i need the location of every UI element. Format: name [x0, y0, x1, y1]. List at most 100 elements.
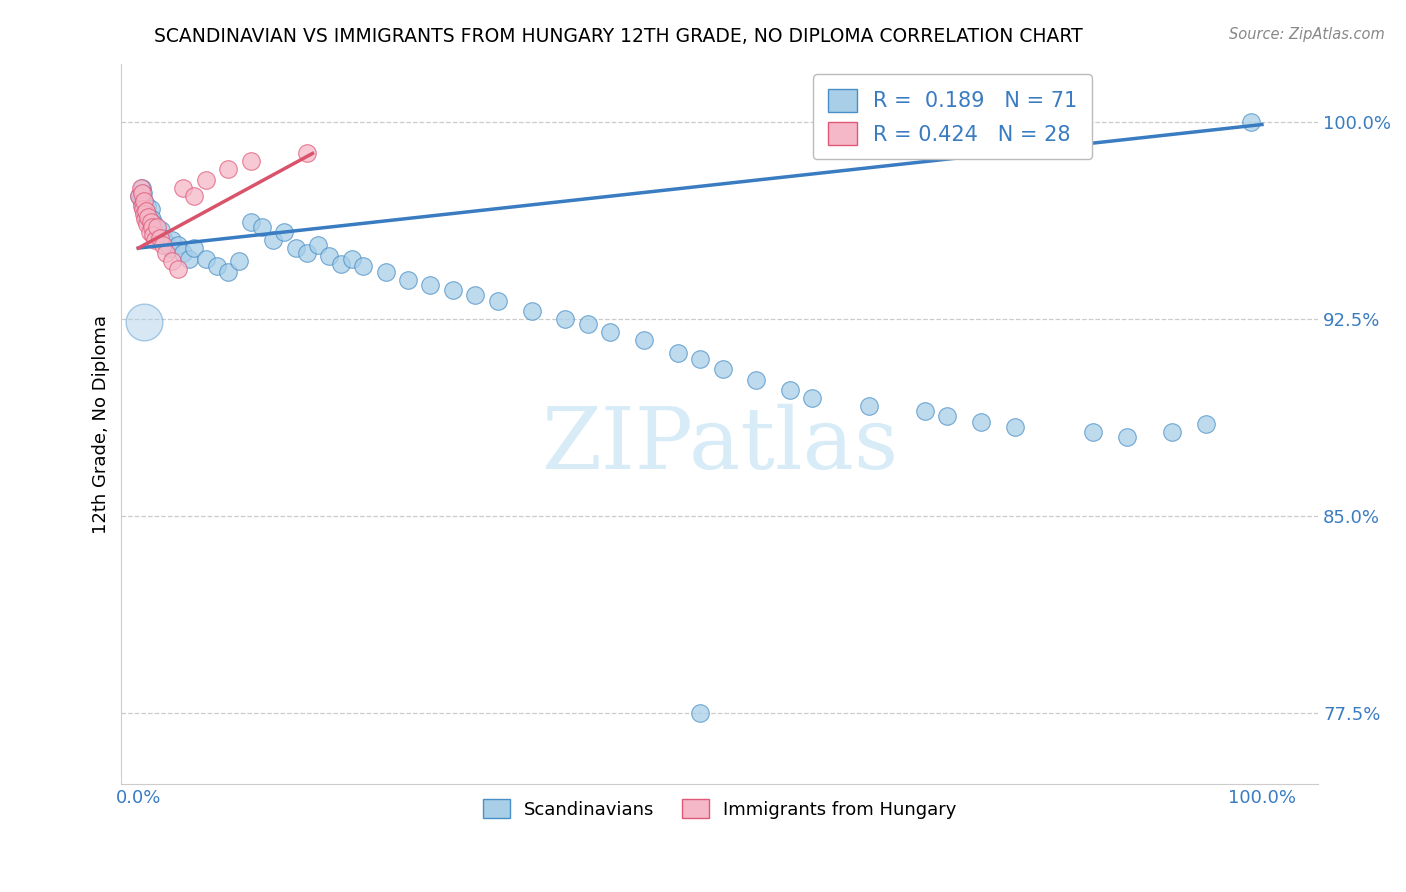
- Point: [599, 325, 621, 339]
- Point: [128, 188, 150, 202]
- Point: [307, 238, 329, 252]
- Point: [419, 277, 441, 292]
- Point: [284, 241, 307, 255]
- Point: [745, 373, 768, 387]
- Point: [152, 230, 174, 244]
- Point: [138, 207, 160, 221]
- Point: [142, 220, 165, 235]
- Point: [262, 233, 284, 247]
- Point: [194, 252, 217, 266]
- Point: [576, 318, 599, 332]
- Point: [132, 315, 155, 329]
- Text: SCANDINAVIAN VS IMMIGRANTS FROM HUNGARY 12TH GRADE, NO DIPLOMA CORRELATION CHART: SCANDINAVIAN VS IMMIGRANTS FROM HUNGARY …: [155, 27, 1083, 45]
- Point: [936, 409, 959, 424]
- Point: [318, 249, 340, 263]
- Point: [172, 246, 194, 260]
- Point: [138, 215, 160, 229]
- Point: [160, 254, 183, 268]
- Point: [1116, 430, 1139, 444]
- Text: Source: ZipAtlas.com: Source: ZipAtlas.com: [1229, 27, 1385, 42]
- Point: [132, 186, 155, 200]
- Point: [138, 225, 160, 239]
- Point: [139, 215, 162, 229]
- Point: [914, 404, 936, 418]
- Point: [374, 265, 396, 279]
- Point: [172, 180, 194, 194]
- Point: [217, 265, 239, 279]
- Point: [128, 188, 150, 202]
- Point: [146, 220, 169, 235]
- Point: [138, 210, 160, 224]
- Point: [166, 238, 188, 252]
- Point: [148, 227, 170, 242]
- Point: [131, 196, 153, 211]
- Point: [132, 194, 155, 208]
- Text: ZIPatlas: ZIPatlas: [541, 404, 898, 487]
- Point: [134, 204, 156, 219]
- Point: [139, 202, 162, 216]
- Point: [633, 333, 655, 347]
- Point: [149, 223, 172, 237]
- Point: [135, 210, 157, 224]
- Point: [149, 230, 172, 244]
- Point: [166, 262, 188, 277]
- Point: [1240, 115, 1263, 129]
- Point: [129, 180, 152, 194]
- Point: [1004, 420, 1026, 434]
- Point: [132, 194, 155, 208]
- Point: [155, 246, 177, 260]
- Point: [295, 246, 318, 260]
- Point: [239, 215, 262, 229]
- Point: [183, 241, 205, 255]
- Point: [177, 252, 200, 266]
- Point: [554, 312, 576, 326]
- Point: [131, 180, 153, 194]
- Point: [131, 199, 153, 213]
- Point: [155, 235, 177, 250]
- Point: [1195, 417, 1218, 432]
- Point: [520, 304, 543, 318]
- Point: [801, 391, 824, 405]
- Point: [135, 204, 157, 219]
- Point: [441, 283, 464, 297]
- Point: [141, 212, 163, 227]
- Point: [1161, 425, 1184, 439]
- Y-axis label: 12th Grade, No Diploma: 12th Grade, No Diploma: [93, 315, 110, 533]
- Point: [129, 191, 152, 205]
- Point: [160, 233, 183, 247]
- Point: [152, 238, 174, 252]
- Point: [295, 146, 318, 161]
- Point: [143, 233, 166, 247]
- Point: [970, 415, 993, 429]
- Point: [134, 212, 156, 227]
- Point: [228, 254, 250, 268]
- Point: [131, 186, 153, 200]
- Point: [183, 188, 205, 202]
- Point: [217, 162, 239, 177]
- Point: [142, 227, 165, 242]
- Point: [250, 220, 273, 235]
- Point: [666, 346, 689, 360]
- Point: [145, 220, 167, 235]
- Point: [689, 706, 711, 721]
- Point: [340, 252, 363, 266]
- Point: [352, 260, 374, 274]
- Point: [136, 218, 159, 232]
- Point: [689, 351, 711, 366]
- Point: [1083, 425, 1105, 439]
- Point: [329, 257, 352, 271]
- Point: [273, 225, 295, 239]
- Point: [858, 399, 880, 413]
- Point: [132, 202, 155, 216]
- Point: [239, 154, 262, 169]
- Point: [141, 220, 163, 235]
- Point: [143, 218, 166, 232]
- Point: [132, 199, 155, 213]
- Point: [159, 241, 181, 255]
- Point: [205, 260, 228, 274]
- Point: [464, 288, 486, 302]
- Point: [779, 383, 801, 397]
- Legend: Scandinavians, Immigrants from Hungary: Scandinavians, Immigrants from Hungary: [475, 792, 965, 826]
- Point: [132, 202, 155, 216]
- Point: [396, 273, 419, 287]
